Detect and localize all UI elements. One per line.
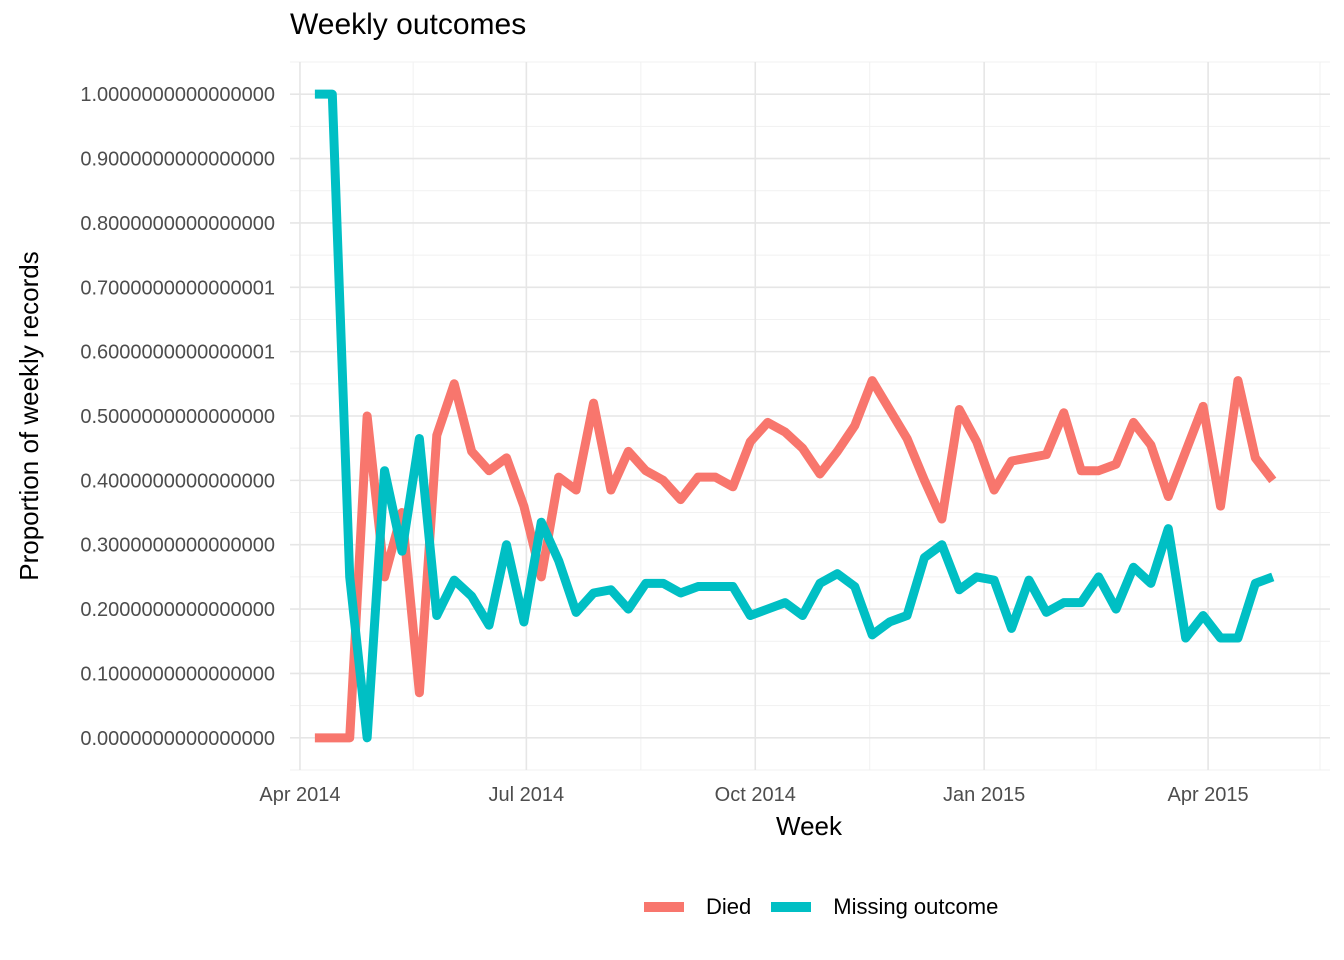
x-tick-label: Oct 2014: [715, 784, 796, 806]
x-axis-label: Week: [776, 811, 843, 841]
y-tick-label: 0.8000000000000000: [80, 213, 275, 235]
series-line-missing-outcome: [314, 89, 1275, 743]
legend-swatch-missing-outcome: [771, 902, 812, 912]
y-tick-label: 0.9000000000000000: [80, 149, 275, 171]
chart-title: Weekly outcomes: [290, 8, 527, 41]
y-tick-label: 0.1000000000000000: [80, 663, 275, 685]
legend-label-died: Died: [706, 894, 752, 919]
y-tick-label: 0.4000000000000000: [80, 470, 275, 492]
axes: 0.0000000000000000 0.1000000000000000 0.20…: [80, 84, 1248, 806]
legend-item-missing-outcome[interactable]: Missing outcome: [771, 894, 998, 920]
y-axis-label: Proportion of weekly records: [14, 251, 44, 580]
y-tick-label: 0.0000000000000000: [80, 728, 275, 750]
y-tick-label: 0.5000000000000000: [80, 406, 275, 428]
x-tick-label: Jul 2014: [489, 784, 565, 806]
x-tick-label: Jan 2015: [943, 784, 1025, 806]
series-lines: [314, 89, 1277, 743]
y-tick-label: 0.7000000000000001: [80, 277, 275, 299]
y-tick-label: 1.0000000000000000: [80, 84, 275, 106]
x-tick-label: Apr 2015: [1168, 784, 1249, 806]
y-tick-label: 0.6000000000000001: [80, 342, 275, 364]
y-tick-label: 0.2000000000000000: [80, 599, 275, 621]
legend-item-died[interactable]: Died: [644, 894, 751, 920]
series-line-died: [314, 376, 1277, 743]
legend: Died Missing outcome: [644, 894, 1018, 920]
y-tick-label: 0.3000000000000000: [80, 535, 275, 557]
legend-swatch-died: [644, 902, 684, 912]
legend-label-missing-outcome: Missing outcome: [833, 894, 999, 919]
grid-lines: [290, 61, 1330, 771]
x-tick-label: Apr 2014: [259, 784, 340, 806]
